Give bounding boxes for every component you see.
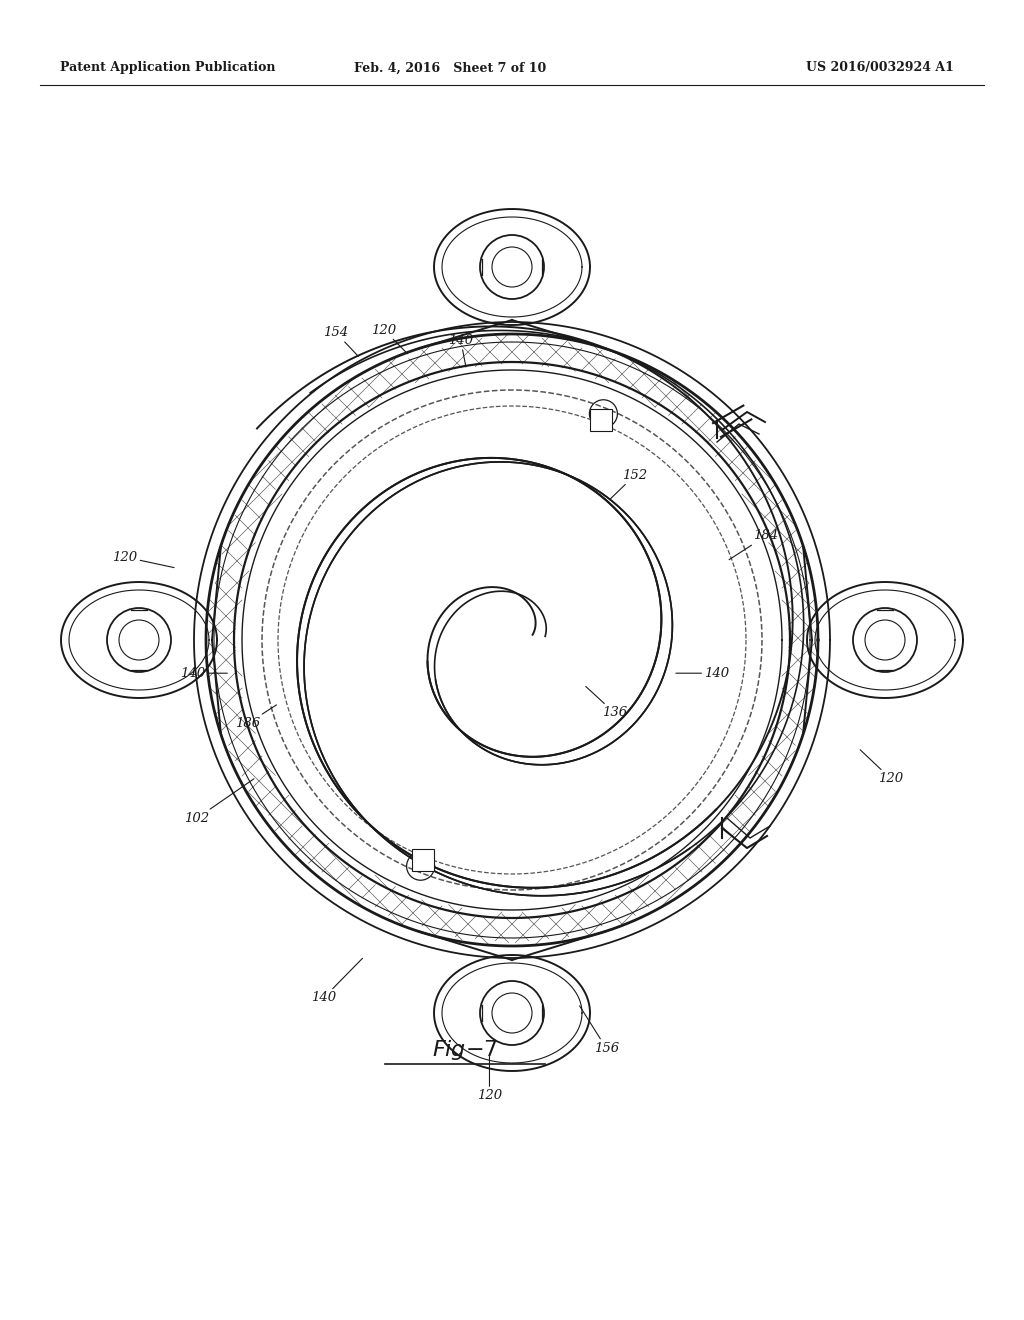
Text: 120: 120	[477, 1056, 502, 1102]
Text: 120: 120	[372, 323, 408, 354]
Text: 154: 154	[324, 326, 358, 356]
Text: 156: 156	[580, 1006, 618, 1055]
Text: 140: 140	[676, 667, 729, 680]
Text: $\mathit{Fig}$$\mathit{-7}$: $\mathit{Fig}$$\mathit{-7}$	[432, 1038, 498, 1063]
Text: 152: 152	[610, 469, 647, 499]
Text: 186: 186	[236, 705, 276, 730]
Text: 120: 120	[860, 750, 903, 785]
Text: 120: 120	[113, 550, 174, 568]
Text: 140: 140	[311, 958, 362, 1005]
Text: 140: 140	[449, 334, 473, 367]
Text: US 2016/0032924 A1: US 2016/0032924 A1	[806, 62, 954, 74]
Text: 140: 140	[180, 667, 227, 680]
Text: Feb. 4, 2016   Sheet 7 of 10: Feb. 4, 2016 Sheet 7 of 10	[354, 62, 546, 74]
Text: 102: 102	[184, 779, 254, 825]
Text: 184: 184	[729, 529, 778, 560]
Bar	[590, 409, 611, 432]
Bar	[413, 849, 434, 871]
Text: Patent Application Publication: Patent Application Publication	[60, 62, 275, 74]
Text: 136: 136	[586, 686, 627, 719]
